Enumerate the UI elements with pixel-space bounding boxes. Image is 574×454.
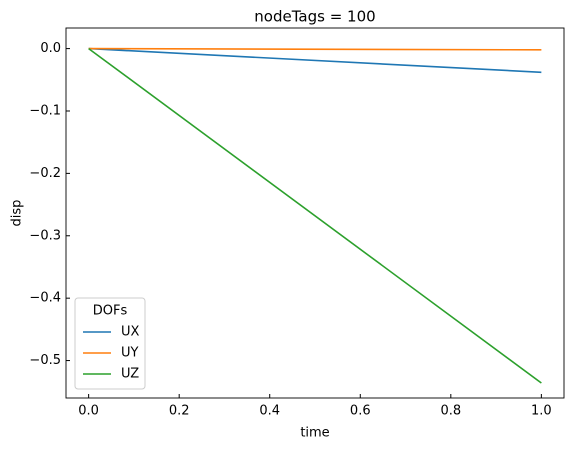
y-tick-label: −0.5 — [29, 353, 61, 368]
legend-box — [74, 297, 146, 390]
x-tick-label: 1.0 — [531, 404, 552, 419]
x-tick-label: 0.0 — [78, 404, 99, 419]
y-axis-label: disp — [10, 200, 25, 227]
data-line — [88, 47, 542, 384]
data-line — [88, 47, 542, 51]
plot-frame — [65, 27, 565, 399]
legend: DOFs UX UY UZ — [74, 297, 146, 390]
x-tick-label: 0.2 — [169, 404, 190, 419]
legend-title: DOFs — [93, 304, 128, 319]
x-tick-label: 0.8 — [440, 404, 461, 419]
y-tick-label: −0.3 — [29, 228, 61, 243]
legend-label: UY — [121, 346, 139, 361]
y-tick-label: 0.0 — [40, 41, 61, 56]
x-tick-label: 0.4 — [259, 404, 280, 419]
legend-label: UX — [121, 325, 140, 340]
chart-title: nodeTags = 100 — [254, 8, 375, 26]
data-line — [88, 47, 542, 74]
y-tick-label: −0.1 — [29, 103, 61, 118]
x-axis-label: time — [300, 426, 329, 441]
legend-label: UZ — [121, 367, 139, 382]
y-tick-label: −0.2 — [29, 166, 61, 181]
y-tick-label: −0.4 — [29, 291, 61, 306]
x-tick-label: 0.6 — [350, 404, 371, 419]
